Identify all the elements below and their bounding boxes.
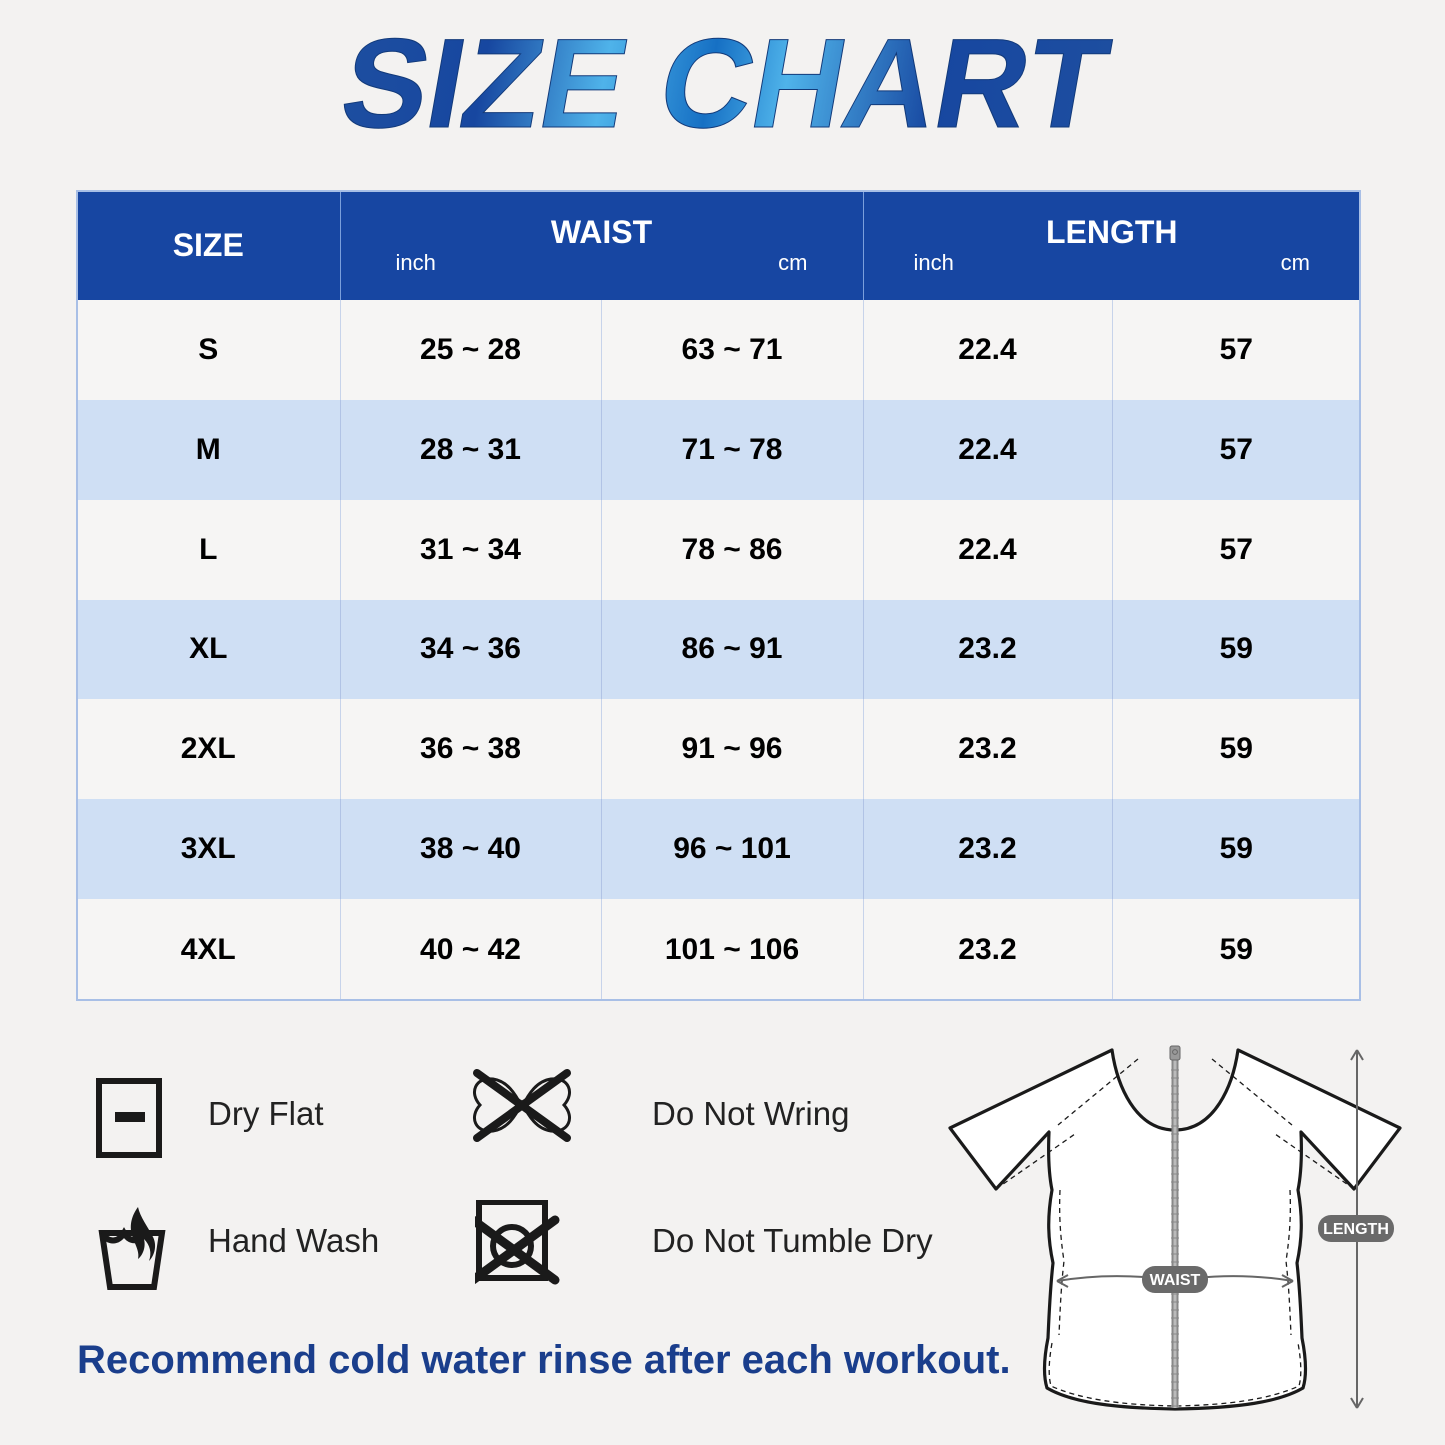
- svg-text:WAIST: WAIST: [1150, 1272, 1201, 1289]
- svg-text:LENGTH: LENGTH: [1323, 1221, 1389, 1238]
